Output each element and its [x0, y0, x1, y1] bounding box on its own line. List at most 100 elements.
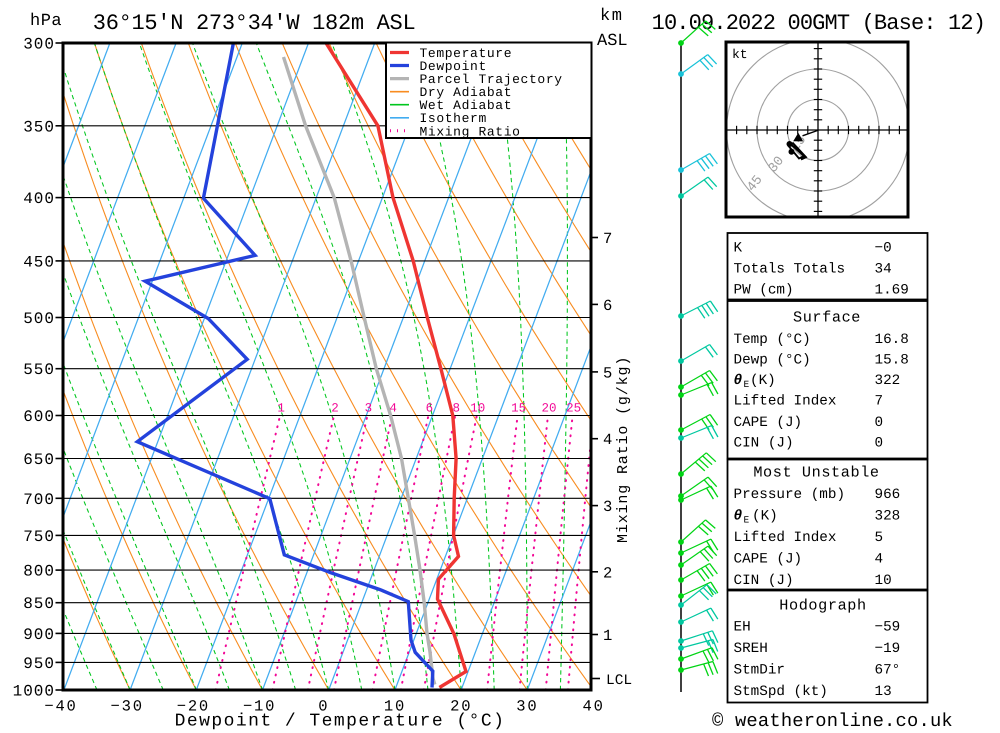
svg-text:4: 4: [875, 552, 884, 568]
svg-text:6: 6: [603, 297, 612, 315]
svg-text:Temp (°C): Temp (°C): [734, 332, 811, 348]
svg-text:850: 850: [23, 595, 55, 613]
svg-text:3: 3: [603, 498, 612, 516]
svg-text:© weatheronline.co.uk: © weatheronline.co.uk: [712, 710, 953, 732]
svg-text:900: 900: [23, 626, 55, 644]
svg-text:1: 1: [277, 402, 285, 416]
svg-text:Pressure (mb): Pressure (mb): [734, 487, 846, 503]
svg-text:700: 700: [23, 491, 55, 509]
svg-text:10: 10: [875, 573, 892, 589]
svg-text:(K): (K): [750, 373, 776, 389]
svg-text:−59: −59: [875, 620, 901, 636]
svg-text:CAPE (J): CAPE (J): [734, 415, 803, 431]
svg-text:PW (cm): PW (cm): [734, 283, 794, 299]
svg-text:−40: −40: [44, 698, 77, 716]
svg-text:K: K: [734, 241, 743, 257]
svg-text:950: 950: [23, 655, 55, 673]
svg-text:34: 34: [875, 262, 892, 278]
svg-text:−30: −30: [111, 698, 144, 716]
svg-text:km: km: [600, 7, 623, 26]
svg-text:328: 328: [875, 509, 901, 525]
svg-text:500: 500: [23, 310, 55, 328]
svg-text:8: 8: [452, 402, 460, 416]
svg-text:−19: −19: [875, 641, 901, 657]
svg-text:1: 1: [603, 627, 612, 645]
svg-text:800: 800: [23, 563, 55, 581]
svg-text:6: 6: [426, 402, 434, 416]
svg-text:SREH: SREH: [734, 641, 768, 657]
svg-text:θ: θ: [734, 509, 743, 525]
svg-text:StmSpd (kt): StmSpd (kt): [734, 684, 828, 700]
svg-text:4: 4: [603, 431, 612, 449]
svg-text:CIN (J): CIN (J): [734, 573, 794, 589]
svg-text:20: 20: [450, 698, 472, 716]
svg-text:7: 7: [603, 230, 612, 248]
svg-text:Wet Adiabat: Wet Adiabat: [420, 98, 513, 113]
svg-text:Surface: Surface: [793, 309, 861, 327]
svg-text:0: 0: [875, 436, 884, 452]
svg-text:30: 30: [516, 698, 538, 716]
svg-text:2: 2: [331, 402, 339, 416]
svg-text:−10: −10: [243, 698, 276, 716]
svg-text:16.8: 16.8: [875, 332, 909, 348]
svg-text:θ: θ: [734, 373, 743, 389]
svg-text:350: 350: [23, 118, 55, 136]
svg-text:CAPE (J): CAPE (J): [734, 552, 803, 568]
svg-text:E: E: [744, 379, 750, 390]
svg-text:20: 20: [541, 402, 556, 416]
svg-text:550: 550: [23, 361, 55, 379]
svg-text:2: 2: [603, 564, 612, 582]
svg-text:15: 15: [511, 402, 526, 416]
svg-text:600: 600: [23, 408, 55, 426]
svg-text:hPa: hPa: [30, 12, 62, 31]
svg-text:LCL: LCL: [606, 673, 632, 689]
svg-text:10.09.2022 00GMT (Base: 12): 10.09.2022 00GMT (Base: 12): [652, 11, 986, 36]
svg-text:Hodograph: Hodograph: [779, 597, 866, 615]
svg-text:E: E: [744, 515, 750, 526]
svg-text:0: 0: [875, 415, 884, 431]
svg-text:Dewp (°C): Dewp (°C): [734, 352, 811, 368]
svg-text:kt: kt: [732, 47, 748, 62]
svg-text:1.69: 1.69: [875, 283, 909, 299]
svg-text:Mixing Ratio (g/kg): Mixing Ratio (g/kg): [615, 356, 632, 543]
svg-text:Lifted Index: Lifted Index: [734, 394, 837, 410]
svg-text:4: 4: [389, 402, 397, 416]
svg-text:0: 0: [318, 698, 329, 716]
svg-text:400: 400: [23, 190, 55, 208]
svg-text:Mixing Ratio: Mixing Ratio: [420, 124, 521, 139]
svg-text:Lifted Index: Lifted Index: [734, 530, 837, 546]
svg-text:Dewpoint / Temperature (°C): Dewpoint / Temperature (°C): [175, 712, 506, 732]
svg-text:EH: EH: [734, 620, 751, 636]
svg-text:StmDir: StmDir: [734, 663, 785, 679]
svg-text:10: 10: [470, 402, 485, 416]
svg-text:15.8: 15.8: [875, 352, 909, 368]
svg-text:Dewpoint: Dewpoint: [420, 59, 487, 74]
svg-text:25: 25: [566, 402, 581, 416]
svg-text:5: 5: [603, 364, 612, 382]
svg-text:1000: 1000: [13, 683, 55, 701]
svg-text:Most Unstable: Most Unstable: [753, 464, 879, 482]
svg-text:13: 13: [875, 684, 892, 700]
svg-text:CIN (J): CIN (J): [734, 436, 794, 452]
svg-text:450: 450: [23, 253, 55, 271]
svg-text:36°15'N 273°34'W 182m ASL: 36°15'N 273°34'W 182m ASL: [93, 11, 416, 36]
svg-text:750: 750: [23, 528, 55, 546]
svg-text:−20: −20: [177, 698, 210, 716]
svg-text:300: 300: [23, 36, 55, 54]
svg-text:(K): (K): [752, 509, 778, 525]
svg-text:Isotherm: Isotherm: [420, 111, 487, 126]
svg-text:Parcel Trajectory: Parcel Trajectory: [420, 72, 563, 87]
svg-text:Totals Totals: Totals Totals: [734, 262, 846, 278]
svg-text:322: 322: [875, 373, 901, 389]
svg-text:10: 10: [384, 698, 406, 716]
svg-text:3: 3: [365, 402, 373, 416]
svg-text:−0: −0: [875, 241, 892, 257]
svg-text:650: 650: [23, 451, 55, 469]
svg-text:40: 40: [582, 698, 604, 716]
svg-text:Temperature: Temperature: [420, 46, 513, 61]
svg-text:67°: 67°: [875, 663, 901, 679]
svg-text:Dry Adiabat: Dry Adiabat: [420, 85, 513, 100]
svg-text:ASL: ASL: [597, 32, 628, 51]
svg-text:7: 7: [875, 394, 884, 410]
svg-text:966: 966: [875, 487, 901, 503]
